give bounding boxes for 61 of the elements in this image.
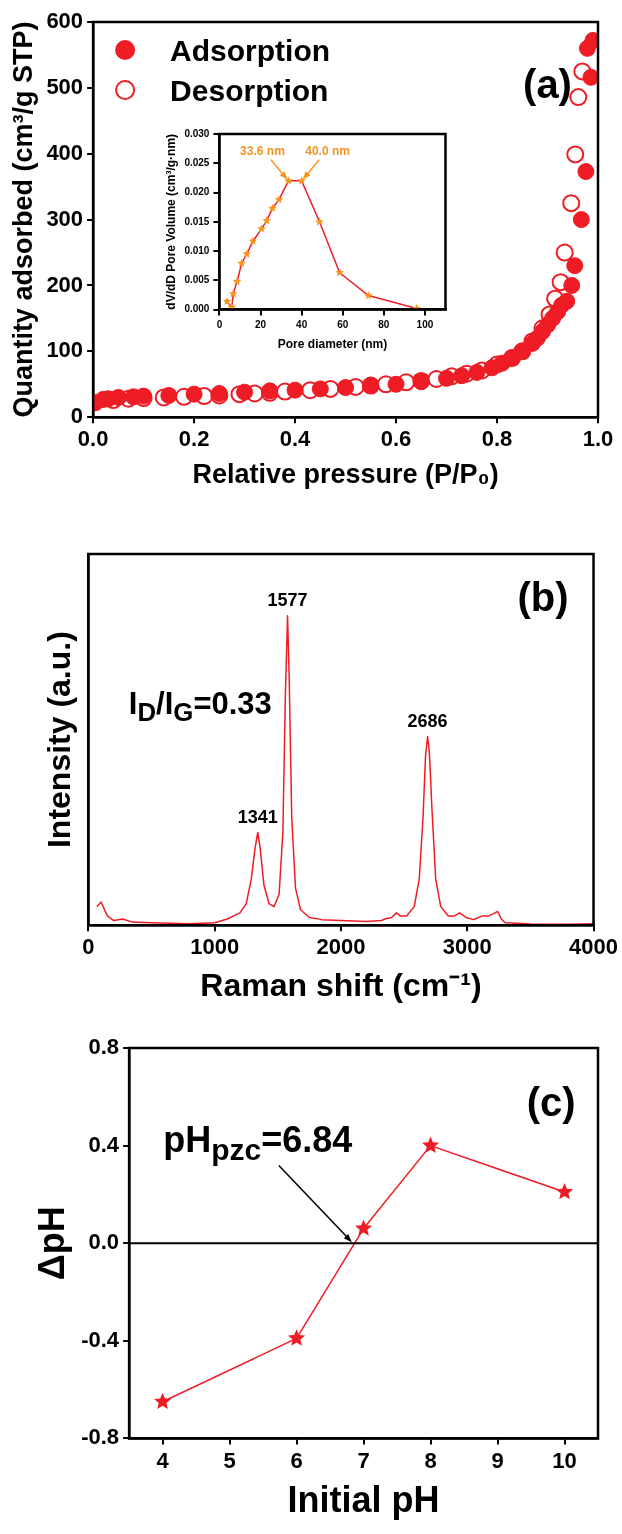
x-tick-label: 4 <box>156 1447 170 1473</box>
x-tick-label: 40 <box>296 319 308 331</box>
y-tick-label: 500 <box>46 73 84 99</box>
annotation: (a) <box>523 62 572 107</box>
annotation: 2686 <box>407 710 448 731</box>
x-axis-title: Initial pH <box>287 1479 440 1521</box>
y-tick-label: 0.030 <box>184 127 210 139</box>
legend-label: Desorption <box>170 74 329 107</box>
annotation: 1341 <box>237 806 278 827</box>
y-axis-title: dV/dD Pore Volume (cm³/g·nm) <box>163 133 178 310</box>
y-tick-label: 0.8 <box>88 1034 120 1060</box>
x-tick-label: 10 <box>552 1447 577 1473</box>
y-tick-label: -0.8 <box>81 1424 120 1450</box>
x-tick-label: 0.4 <box>279 426 312 452</box>
x-tick-label: 4000 <box>569 934 619 960</box>
y-axis-title: ΔpH <box>30 1206 72 1281</box>
annotation: 1577 <box>267 590 308 611</box>
x-tick-label: 0.8 <box>481 426 513 452</box>
y-tick-label: 0.015 <box>184 215 210 227</box>
y-tick-label: 0.020 <box>184 186 210 198</box>
y-tick-label: 0.0 <box>88 1229 120 1255</box>
x-tick-label: 8 <box>424 1447 437 1473</box>
y-axis-title: Intensity (a.u.) <box>41 631 78 849</box>
y-tick-label: 400 <box>46 139 84 165</box>
x-axis-title: Raman shift (cm⁻¹) <box>200 966 482 1003</box>
x-tick-label: 3000 <box>442 934 492 960</box>
x-axis-title: Pore diameter (nm) <box>277 337 388 352</box>
x-tick-label: 60 <box>337 319 349 331</box>
y-tick-label: 600 <box>46 8 84 34</box>
x-tick-label: 7 <box>357 1447 370 1473</box>
x-tick-label: 80 <box>378 319 390 331</box>
x-tick-label: 9 <box>491 1447 504 1473</box>
legend-label: Adsorption <box>170 34 331 67</box>
x-tick-label: 0.6 <box>380 426 412 452</box>
y-tick-label: 0.000 <box>184 303 210 315</box>
x-tick-label: 5 <box>223 1447 236 1473</box>
y-tick-label: 0.010 <box>184 244 210 256</box>
annotation: (b) <box>517 574 569 619</box>
y-tick-label: 300 <box>46 205 84 231</box>
annotation: 40.0 nm <box>305 143 350 158</box>
x-tick-label: 1000 <box>190 934 240 960</box>
y-tick-label: 100 <box>46 337 84 363</box>
y-tick-label: 0.025 <box>184 157 210 169</box>
y-tick-label: 0.4 <box>88 1131 120 1157</box>
x-tick-label: 0.2 <box>178 426 210 452</box>
x-tick-label: 1.0 <box>582 426 614 452</box>
x-tick-label: 100 <box>416 319 434 331</box>
x-tick-label: 6 <box>290 1447 303 1473</box>
y-axis-title: Quantity adsorbed (cm³/g STP) <box>7 21 38 418</box>
x-tick-label: 20 <box>254 319 267 331</box>
annotation: pH$_{pzc}$=6.84 <box>163 1118 353 1166</box>
annotation: 33.6 nm <box>240 143 285 158</box>
y-tick-label: 200 <box>46 271 84 297</box>
x-axis-title: Relative pressure (P/P₀) <box>192 459 499 490</box>
y-tick-label: 0.005 <box>184 274 210 286</box>
x-tick-label: 0 <box>216 319 223 331</box>
annotation: (c) <box>526 1079 576 1124</box>
y-tick-label: -0.4 <box>81 1326 120 1352</box>
x-tick-label: 2000 <box>316 934 366 960</box>
y-tick-label: 0 <box>70 403 84 429</box>
annotation: I$_{D}$/I$_{G}$=0.33 <box>128 686 272 727</box>
